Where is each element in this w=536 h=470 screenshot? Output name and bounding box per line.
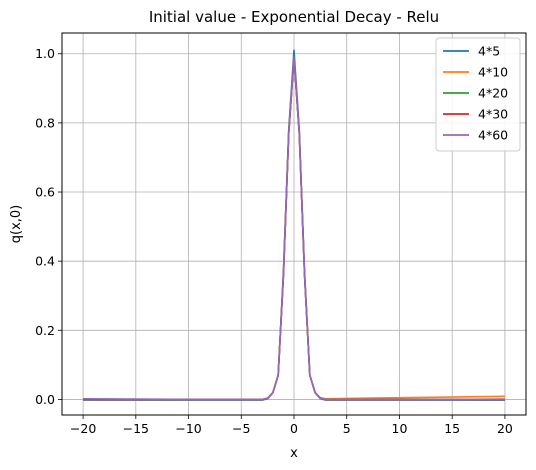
y-tick-label: 0.2 — [35, 323, 55, 338]
x-tick-label: 20 — [497, 421, 513, 436]
legend: 4*5 4*10 4*20 4*30 4*60 — [435, 37, 521, 152]
y-axis-label: q(x,0) — [9, 205, 24, 244]
x-tick-label: 15 — [444, 421, 460, 436]
legend-label: 4*30 — [478, 107, 508, 122]
x-tick-label: −10 — [175, 421, 201, 436]
ticks: −20 −15 −10 −5 0 5 10 15 20 0.0 0.2 0.4 0.6 0.8 1.0 — [35, 46, 513, 436]
y-tick-label: 0.0 — [35, 392, 55, 407]
chart-title: Initial value - Exponential Decay - Relu — [149, 8, 439, 26]
x-tick-label: 5 — [343, 421, 351, 436]
x-tick-label: −15 — [123, 421, 149, 436]
y-tick-label: 0.8 — [35, 115, 55, 130]
y-tick-label: 0.4 — [35, 254, 55, 269]
series-line-5 — [83, 56, 505, 401]
x-tick-label: −5 — [232, 421, 250, 436]
legend-label: 4*10 — [478, 65, 508, 80]
x-axis-label: x — [290, 446, 298, 461]
legend-box — [435, 37, 521, 152]
legend-label: 4*60 — [478, 128, 508, 143]
x-tick-label: −20 — [70, 421, 96, 436]
legend-label: 4*20 — [478, 86, 508, 101]
y-tick-label: 1.0 — [35, 46, 55, 61]
y-tick-label: 0.6 — [35, 185, 55, 200]
x-tick-label: 0 — [290, 421, 298, 436]
x-tick-label: 10 — [392, 421, 408, 436]
legend-label: 4*5 — [478, 44, 500, 59]
series-lines — [83, 49, 505, 401]
